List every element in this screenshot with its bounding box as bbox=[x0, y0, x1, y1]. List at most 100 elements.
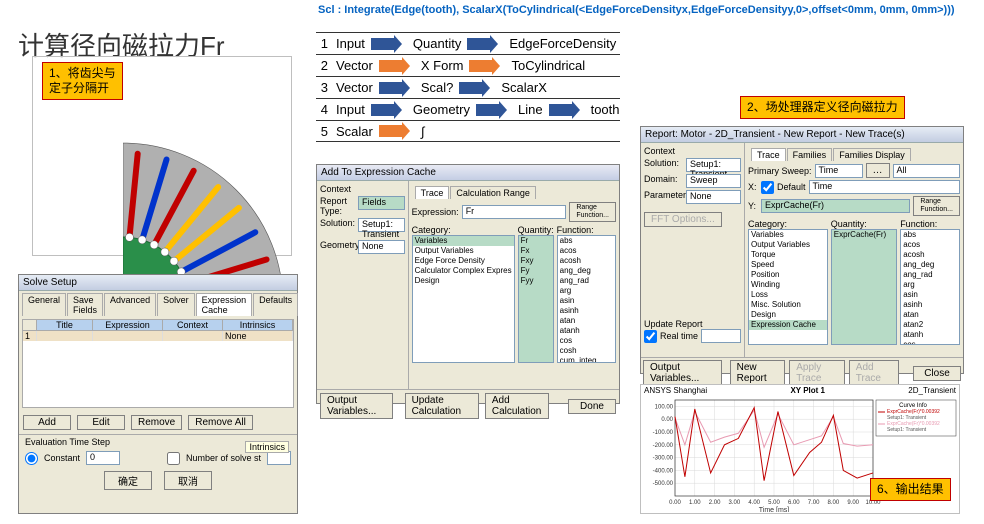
report-type-select[interactable]: Fields bbox=[358, 196, 405, 210]
list-item[interactable]: acos bbox=[901, 240, 959, 250]
list-item[interactable]: Loss bbox=[749, 290, 827, 300]
sweep-edit-button[interactable]: … bbox=[866, 163, 890, 178]
list-item[interactable]: atan bbox=[901, 310, 959, 320]
remove-button[interactable]: Remove bbox=[131, 415, 182, 430]
done-button[interactable]: Done bbox=[568, 399, 616, 414]
tab[interactable]: Trace bbox=[751, 148, 786, 161]
solution-select[interactable]: Setup1: Transient bbox=[358, 218, 405, 232]
list-item[interactable]: arg bbox=[901, 280, 959, 290]
edit-button[interactable]: Edit bbox=[77, 415, 125, 430]
list-item[interactable]: Design bbox=[413, 276, 514, 286]
list-item[interactable]: Fxy bbox=[519, 256, 553, 266]
list-item[interactable]: Calculator Complex Expres bbox=[413, 266, 514, 276]
list-item[interactable]: Output Variables bbox=[749, 240, 827, 250]
close-button[interactable]: Close bbox=[913, 366, 961, 381]
num-solve-field[interactable] bbox=[267, 451, 291, 465]
remove-all-button[interactable]: Remove All bbox=[188, 415, 253, 430]
apply-trace-button[interactable]: Apply Trace bbox=[789, 360, 845, 386]
constant-field[interactable]: 0 bbox=[86, 451, 120, 465]
add-button[interactable]: Add bbox=[23, 415, 71, 430]
sweep-all[interactable]: All bbox=[893, 164, 960, 178]
list-item[interactable]: acosh bbox=[901, 250, 959, 260]
fft-button[interactable]: FFT Options... bbox=[644, 212, 722, 227]
y-field[interactable]: ExprCache(Fr) bbox=[761, 199, 910, 213]
list-item[interactable]: asinh bbox=[901, 300, 959, 310]
list-item[interactable]: cos bbox=[558, 336, 615, 346]
geometry-select[interactable]: None bbox=[358, 240, 405, 254]
solution-select[interactable]: Setup1: Transient bbox=[686, 158, 741, 172]
list-item[interactable]: Expression Cache bbox=[749, 320, 827, 330]
num-solve-check[interactable] bbox=[167, 452, 180, 465]
tab[interactable]: Save Fields bbox=[67, 293, 103, 316]
list-item[interactable]: cos bbox=[901, 340, 959, 345]
list-item[interactable]: acos bbox=[558, 246, 615, 256]
list-item[interactable]: Fy bbox=[519, 266, 553, 276]
range-fn-button[interactable]: Range Function... bbox=[913, 196, 960, 216]
quantity-list[interactable]: ExprCache(Fr) bbox=[831, 229, 897, 345]
domain-select[interactable]: Sweep bbox=[686, 174, 741, 188]
parameter-select[interactable]: None bbox=[686, 190, 741, 204]
category-list[interactable]: VariablesOutput VariablesEdge Force Dens… bbox=[412, 235, 515, 363]
list-item[interactable]: cum_integ bbox=[558, 356, 615, 363]
real-time-field[interactable] bbox=[701, 329, 741, 343]
category-list[interactable]: VariablesOutput VariablesTorqueSpeedPosi… bbox=[748, 229, 828, 345]
expression-field[interactable]: Fr bbox=[462, 205, 567, 219]
x-field[interactable]: Time bbox=[809, 180, 960, 194]
list-item[interactable]: Torque bbox=[749, 250, 827, 260]
list-item[interactable]: atanh bbox=[901, 330, 959, 340]
output-variables-button[interactable]: Output Variables... bbox=[643, 360, 722, 386]
list-item[interactable]: Variables bbox=[749, 230, 827, 240]
list-item[interactable]: Fyy bbox=[519, 276, 553, 286]
list-item[interactable]: Winding bbox=[749, 280, 827, 290]
tab[interactable]: Trace bbox=[415, 186, 450, 199]
sweep-select[interactable]: Time bbox=[815, 164, 863, 178]
list-item[interactable]: Fx bbox=[519, 246, 553, 256]
list-item[interactable]: asin bbox=[558, 296, 615, 306]
list-item[interactable]: Fr bbox=[519, 236, 553, 246]
constant-radio[interactable] bbox=[25, 452, 38, 465]
list-item[interactable]: Variables bbox=[413, 236, 514, 246]
list-item[interactable]: ang_rad bbox=[558, 276, 615, 286]
quantity-list[interactable]: FrFxFxyFyFyy bbox=[518, 235, 554, 363]
list-item[interactable]: Design bbox=[749, 310, 827, 320]
grid-row[interactable]: 1None bbox=[23, 331, 293, 341]
tab[interactable]: Defaults bbox=[253, 293, 298, 316]
range-fn-button[interactable]: Range Function... bbox=[569, 202, 616, 222]
list-item[interactable]: arg bbox=[558, 286, 615, 296]
list-item[interactable]: cosh bbox=[558, 346, 615, 356]
list-item[interactable]: asinh bbox=[558, 306, 615, 316]
list-item[interactable]: ang_deg bbox=[558, 266, 615, 276]
tab[interactable]: Families bbox=[787, 148, 833, 161]
add-trace-button[interactable]: Add Trace bbox=[849, 360, 899, 386]
tab[interactable]: Advanced bbox=[104, 293, 156, 316]
new-report-button[interactable]: New Report bbox=[730, 360, 786, 386]
function-list[interactable]: absacosacoshang_degang_radargasinasinhat… bbox=[557, 235, 616, 363]
function-list[interactable]: absacosacoshang_degang_radargasinasinhat… bbox=[900, 229, 960, 345]
tab[interactable]: Expression Cache bbox=[196, 293, 253, 316]
list-item[interactable]: asin bbox=[901, 290, 959, 300]
tab[interactable]: Calculation Range bbox=[450, 186, 536, 199]
list-item[interactable]: Output Variables bbox=[413, 246, 514, 256]
list-item[interactable]: atan bbox=[558, 316, 615, 326]
update-calc-button[interactable]: Update Calculation bbox=[405, 393, 479, 419]
cancel-button[interactable]: 取消 bbox=[164, 471, 212, 490]
ok-button[interactable]: 确定 bbox=[104, 471, 152, 490]
list-item[interactable]: acosh bbox=[558, 256, 615, 266]
list-item[interactable]: ang_rad bbox=[901, 270, 959, 280]
tab[interactable]: Solver bbox=[157, 293, 195, 316]
real-time-check[interactable] bbox=[644, 330, 657, 343]
list-item[interactable]: Position bbox=[749, 270, 827, 280]
list-item[interactable]: Edge Force Density bbox=[413, 256, 514, 266]
list-item[interactable]: Speed bbox=[749, 260, 827, 270]
list-item[interactable]: abs bbox=[558, 236, 615, 246]
output-variables-button[interactable]: Output Variables... bbox=[320, 393, 393, 419]
list-item[interactable]: ExprCache(Fr) bbox=[832, 230, 896, 240]
tab[interactable]: Families Display bbox=[833, 148, 911, 161]
list-item[interactable]: ang_deg bbox=[901, 260, 959, 270]
add-calc-button[interactable]: Add Calculation bbox=[485, 393, 549, 419]
list-item[interactable]: atanh bbox=[558, 326, 615, 336]
list-item[interactable]: abs bbox=[901, 230, 959, 240]
x-default-check[interactable] bbox=[761, 181, 774, 194]
tab[interactable]: General bbox=[22, 293, 66, 316]
list-item[interactable]: Misc. Solution bbox=[749, 300, 827, 310]
